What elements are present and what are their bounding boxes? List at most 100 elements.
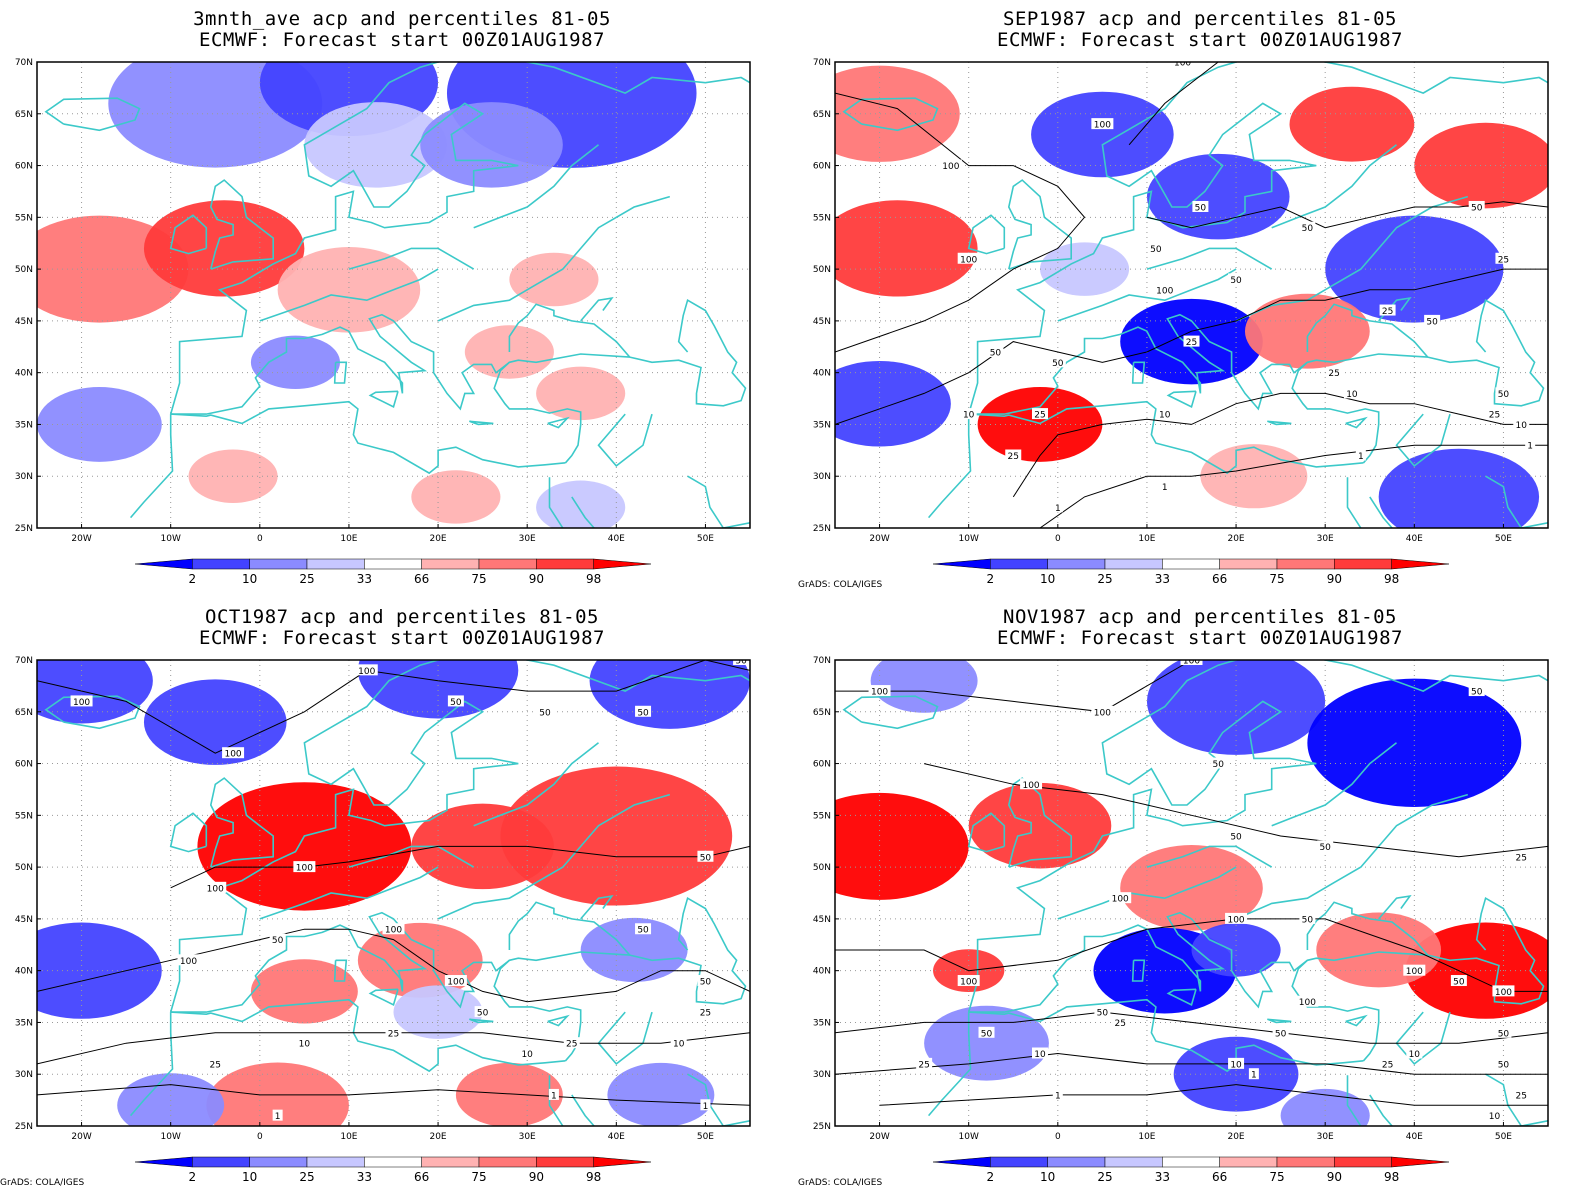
colorbar: 2 10 25 33 66 75 90 98 xyxy=(932,558,1450,586)
coastline xyxy=(687,475,750,528)
colorbar-segment xyxy=(1276,558,1335,570)
contour-label-bg xyxy=(1424,314,1441,326)
contour-label-bg xyxy=(222,747,245,759)
percentile-region xyxy=(1325,215,1504,323)
contour-label: 50 xyxy=(1210,757,1227,770)
contour-label: 100 xyxy=(868,685,891,698)
coastline xyxy=(1235,195,1469,322)
percentile-region xyxy=(536,366,626,421)
contour-label-bg xyxy=(957,252,980,264)
lon-tick-label: 30E xyxy=(1317,1132,1334,1142)
colorbar: 2 10 25 33 66 75 90 98 xyxy=(932,1156,1450,1184)
coastline xyxy=(967,214,1006,255)
colorbar-segment xyxy=(1391,1156,1450,1168)
grads-credit: GrADS: COLA/IGES xyxy=(0,1178,85,1188)
contour-label: 50 xyxy=(635,923,652,936)
coastline xyxy=(1271,742,1397,827)
contour-label: 10 xyxy=(670,1037,687,1050)
contour-label: 100 xyxy=(444,975,467,988)
contour-label-bg xyxy=(1159,480,1170,492)
contour-label-text: 100 xyxy=(180,957,197,967)
contour-label-bg xyxy=(1379,304,1396,316)
contour-label: 100 xyxy=(222,747,245,760)
lat-tick-label: 50N xyxy=(813,863,831,873)
percentile-region xyxy=(500,766,733,906)
contour-label-bg xyxy=(1495,1057,1512,1069)
coastline xyxy=(1395,1011,1451,1065)
contour-label-text: 50 xyxy=(1302,224,1314,234)
percentile-region xyxy=(1039,242,1130,296)
percentile-region xyxy=(1289,86,1415,162)
percentile-region xyxy=(411,470,501,524)
contour-label-bg xyxy=(70,695,93,707)
percentile-region xyxy=(1191,923,1281,977)
colorbar-label: 90 xyxy=(1327,1170,1342,1184)
contour-label-bg xyxy=(177,954,200,966)
percentile-region xyxy=(835,792,969,900)
grads-credit: GrADS: COLA/IGES xyxy=(798,1178,883,1188)
lat-tick-label: 30N xyxy=(15,472,33,482)
lat-tick-label: 40N xyxy=(15,369,33,379)
contour-label: 50 xyxy=(1299,221,1316,234)
lat-tick-label: 55N xyxy=(813,213,831,223)
percentile-region xyxy=(143,679,287,765)
contour-label-bg xyxy=(537,705,554,717)
lat-tick-label: 50N xyxy=(813,265,831,275)
percentile-region xyxy=(206,1062,349,1126)
lon-tick-label: 10W xyxy=(959,534,979,544)
lat-tick-label: 70N xyxy=(15,656,33,666)
contour-label-text: 10 xyxy=(1034,1050,1046,1060)
contour-label-bg xyxy=(1052,501,1063,513)
lat-tick-label: 60N xyxy=(15,162,33,172)
coastline xyxy=(1485,475,1548,528)
contour-label-text: 50 xyxy=(1230,833,1242,843)
colorbar-segment xyxy=(249,1156,308,1168)
contour-label: 100 xyxy=(1020,778,1043,791)
contour-label-bg xyxy=(697,1006,714,1018)
contour-label-text: 50 xyxy=(1150,245,1162,255)
colorbar-segment xyxy=(364,1156,422,1168)
contour-label-bg xyxy=(272,1109,283,1121)
percentile-region xyxy=(197,782,412,911)
contour-label-text: 25 xyxy=(1008,452,1019,462)
colorbar-label: 66 xyxy=(1212,1170,1227,1184)
contour-label: 100 xyxy=(355,664,378,677)
panel-subtitle: ECMWF: Forecast start 00Z01AUG1987 xyxy=(199,627,605,649)
contour-label-text: 50 xyxy=(272,936,284,946)
coastline xyxy=(368,390,399,408)
lon-tick-label: 0 xyxy=(257,534,263,544)
contour-label-text: 50 xyxy=(1275,1029,1287,1039)
colorbar-label: 75 xyxy=(1269,572,1284,586)
contour-label-bg xyxy=(207,1057,224,1069)
colorbar-label: 25 xyxy=(299,572,314,586)
contour-label: 50 xyxy=(1228,273,1245,286)
contour-label-bg xyxy=(1248,1068,1259,1080)
colorbar-segment xyxy=(306,1156,365,1168)
panel-title: 3mnth_ave acp and percentiles 81-05 xyxy=(193,8,611,30)
colorbar-label: 33 xyxy=(357,572,372,586)
percentile-region xyxy=(607,1062,715,1126)
contour-label-text: 25 xyxy=(1516,1091,1527,1101)
colorbar-label: 98 xyxy=(586,572,601,586)
contour-label: 50 xyxy=(1495,1057,1512,1070)
contour-label-bg xyxy=(1486,1109,1503,1121)
coastline xyxy=(333,361,348,384)
colorbar-label: 33 xyxy=(357,1170,372,1184)
lat-tick-label: 60N xyxy=(813,162,831,172)
contour-label-text: 100 xyxy=(447,978,464,988)
contour-label: 10 xyxy=(1513,418,1530,431)
coastline xyxy=(1346,477,1362,528)
percentile-region xyxy=(1307,678,1522,808)
colorbar-segment xyxy=(421,558,480,570)
contour-label-bg xyxy=(355,664,378,676)
colorbar-label: 33 xyxy=(1155,1170,1170,1184)
contour-label: 50 xyxy=(1450,975,1467,988)
colorbar-segment xyxy=(1334,1156,1392,1168)
contour-label-bg xyxy=(1156,408,1173,420)
lon-tick-label: 10E xyxy=(1138,534,1155,544)
coastline xyxy=(469,1018,494,1024)
contour-label: 50 xyxy=(635,705,652,718)
percentile-region xyxy=(1031,91,1174,178)
percentile-region xyxy=(536,480,626,528)
contour-label-text: 1 xyxy=(1162,483,1168,493)
